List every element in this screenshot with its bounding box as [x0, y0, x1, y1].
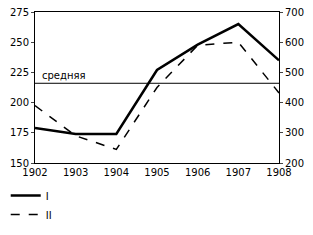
svg-text:II: II	[46, 210, 52, 221]
svg-text:1907: 1907	[226, 167, 251, 178]
svg-text:150: 150	[10, 158, 29, 169]
svg-text:225: 225	[10, 67, 29, 78]
svg-text:175: 175	[10, 127, 29, 138]
svg-text:1905: 1905	[144, 167, 169, 178]
svg-text:I: I	[46, 191, 49, 202]
svg-text:1904: 1904	[104, 167, 129, 178]
svg-text:1902: 1902	[22, 167, 47, 178]
svg-text:1908: 1908	[266, 167, 291, 178]
svg-text:300: 300	[285, 127, 304, 138]
svg-text:средняя: средняя	[42, 70, 85, 81]
svg-text:1906: 1906	[185, 167, 210, 178]
svg-text:250: 250	[10, 37, 29, 48]
svg-text:1903: 1903	[63, 167, 88, 178]
svg-text:200: 200	[10, 97, 29, 108]
svg-text:400: 400	[285, 97, 304, 108]
svg-text:600: 600	[285, 37, 304, 48]
svg-text:700: 700	[285, 7, 304, 18]
svg-text:200: 200	[285, 158, 304, 169]
svg-text:275: 275	[10, 7, 29, 18]
svg-text:500: 500	[285, 67, 304, 78]
